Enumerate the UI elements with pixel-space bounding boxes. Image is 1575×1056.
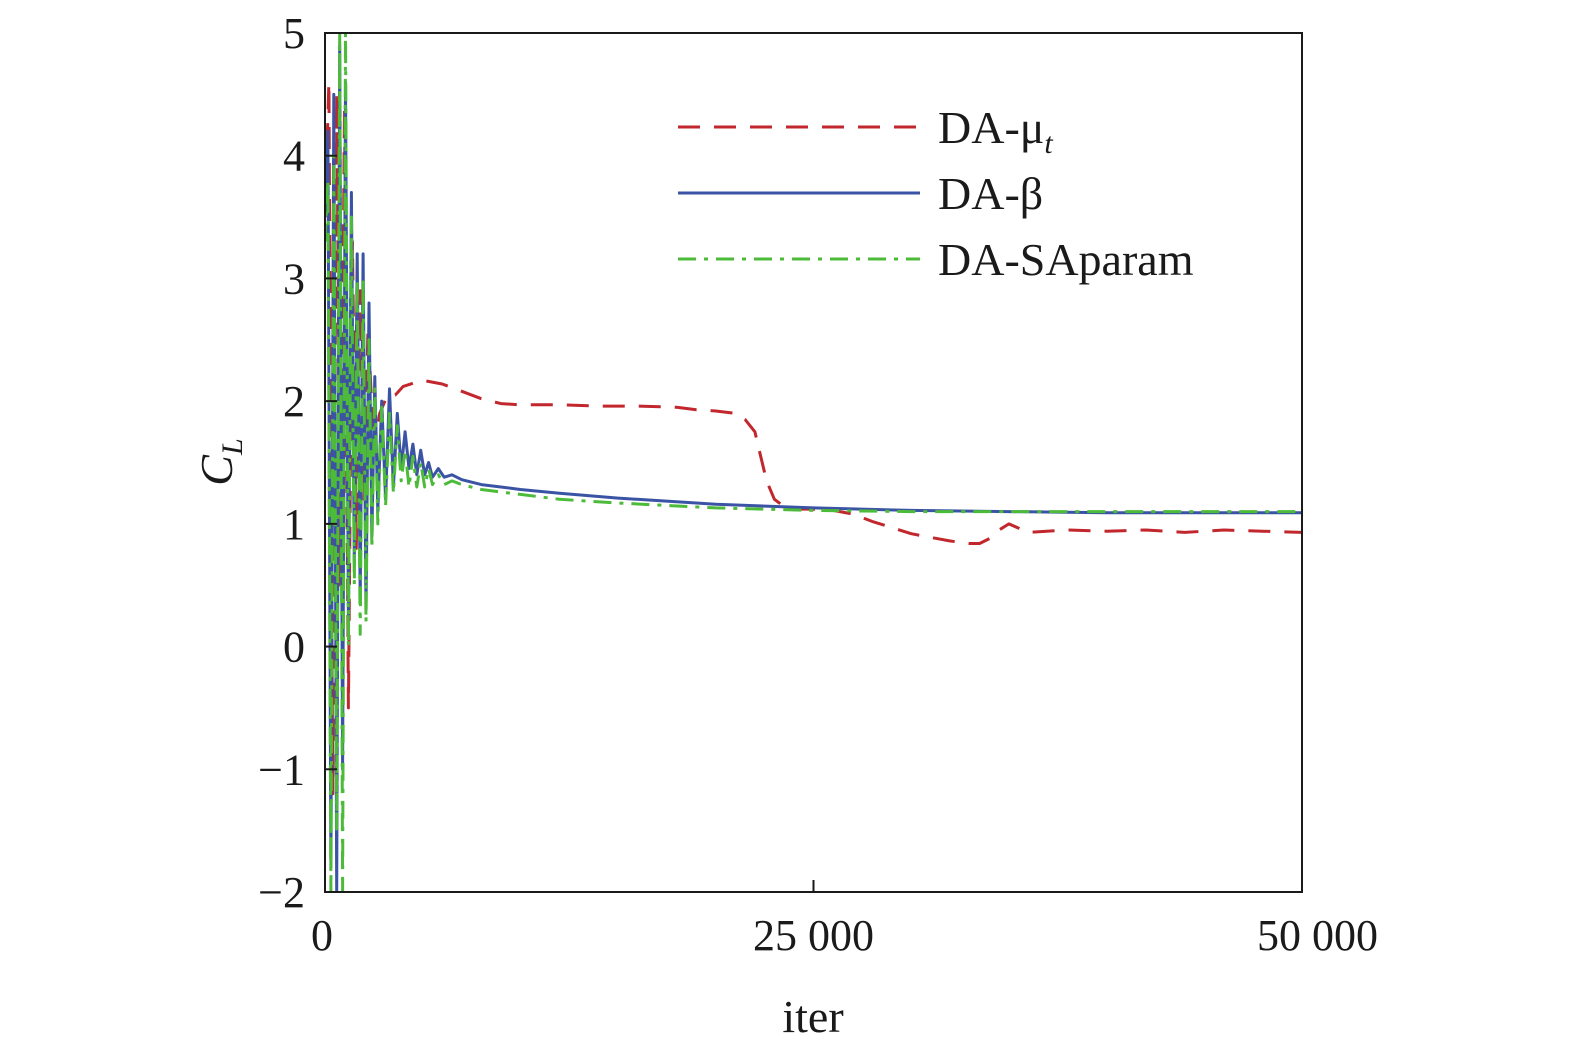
y-tick-label: 5 (283, 9, 305, 58)
x-tick-label: 50 000 (1257, 911, 1378, 960)
x-tick-label: 0 (311, 911, 333, 960)
legend-label-main: DA-SAparam (938, 234, 1194, 285)
legend-label-0: DA-μt (938, 102, 1053, 160)
y-axis-label-sub: L (216, 438, 249, 456)
series-layer (325, 33, 1302, 892)
legend-label-main: DA-β (938, 168, 1043, 219)
y-axis-label-main: C (191, 454, 242, 486)
y-tick-label: 3 (283, 254, 305, 303)
y-tick-label: 2 (283, 377, 305, 426)
series-line-2 (325, 33, 1302, 892)
y-tick-label: −1 (258, 745, 305, 794)
y-tick-label: −2 (258, 868, 305, 917)
y-tick-label: 0 (283, 623, 305, 672)
x-axis-label: iter (782, 991, 843, 1042)
legend-label-main: DA-μ (938, 102, 1044, 153)
legend-label-sub: t (1044, 127, 1053, 160)
legend-label-2: DA-SAparam (938, 234, 1194, 285)
y-tick-label: 4 (283, 132, 305, 181)
y-axis-label: CL (191, 438, 249, 485)
x-tick-label: 25 000 (753, 911, 874, 960)
legend-label-1: DA-β (938, 168, 1043, 219)
y-tick-label: 1 (283, 500, 305, 549)
